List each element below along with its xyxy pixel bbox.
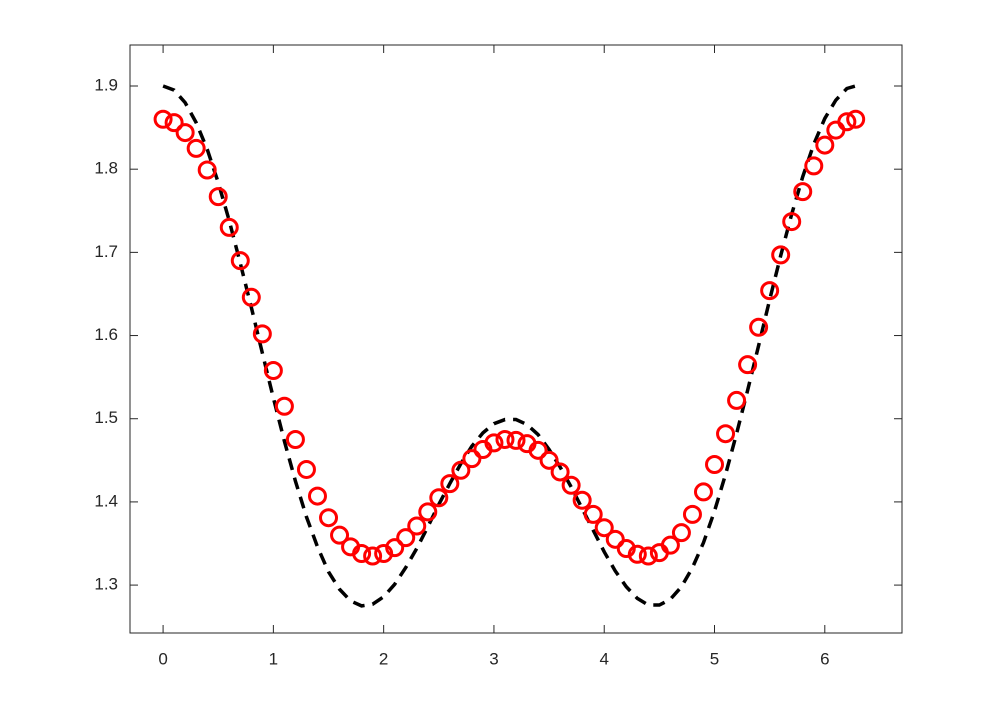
y-tick-label: 1.3 (94, 575, 118, 594)
circle-marker (528, 440, 548, 460)
circle-marker (738, 355, 758, 375)
x-tick-label: 5 (710, 649, 719, 668)
circle-marker (319, 508, 339, 528)
circle-marker (153, 109, 173, 129)
y-tick-label: 1.4 (94, 491, 118, 510)
circle-marker (561, 475, 581, 495)
circle-marker (846, 109, 866, 129)
circle-marker (197, 160, 217, 180)
circle-marker (506, 430, 526, 450)
circle-marker (451, 460, 471, 480)
dashed-line (162, 84, 857, 608)
circle-marker (782, 212, 802, 232)
circle-marker (330, 525, 350, 545)
circle-marker (760, 281, 780, 301)
circle-marker (164, 113, 184, 133)
circle-marker (716, 424, 736, 444)
circle-marker (594, 518, 614, 538)
circle-marker (396, 528, 416, 548)
circle-marker (440, 474, 460, 494)
y-tick-label: 1.5 (94, 408, 118, 427)
circle-marker (793, 182, 813, 202)
circle-marker (705, 454, 725, 474)
circle-marker (638, 546, 658, 566)
circle-marker (693, 482, 713, 502)
circle-marker (815, 135, 835, 155)
x-tick-label: 1 (269, 649, 278, 668)
x-tick-label: 6 (820, 649, 829, 668)
circle-marker (627, 544, 647, 564)
circle-marker (252, 324, 272, 344)
x-tick-label: 3 (489, 649, 498, 668)
circle-marker (671, 523, 691, 543)
circle-marker (462, 449, 482, 469)
circle-marker (230, 251, 250, 271)
circle-marker (263, 360, 283, 380)
circle-marker (429, 488, 449, 508)
circle-marker (407, 516, 427, 536)
circle-marker (837, 112, 857, 132)
circle-marker (660, 535, 680, 555)
circle-marker (296, 459, 316, 479)
x-tick-label: 0 (158, 649, 167, 668)
circle-marker (749, 317, 769, 337)
circle-marker (771, 245, 791, 265)
circle-marker (385, 538, 405, 558)
circle-marker (682, 504, 702, 524)
circle-marker (727, 390, 747, 410)
circle-marker (605, 529, 625, 549)
y-tick-label: 1.8 (94, 159, 118, 178)
circle-marker (418, 502, 438, 522)
circle-marker (352, 543, 372, 563)
circle-marker (175, 123, 195, 143)
circle-marker (219, 217, 239, 237)
circle-marker (804, 156, 824, 176)
circle-marker (583, 504, 603, 524)
y-tick-label: 1.6 (94, 325, 118, 344)
circle-marker (539, 450, 559, 470)
plot-area (129, 44, 903, 634)
circle-marker (241, 287, 261, 307)
circle-marker (285, 430, 305, 450)
circle-marker (484, 433, 504, 453)
x-tick-label: 2 (379, 649, 388, 668)
circle-marker (572, 490, 592, 510)
circle-marker (550, 462, 570, 482)
circle-marker (186, 138, 206, 158)
marker-series (153, 109, 866, 566)
y-tick-label: 1.7 (94, 242, 118, 261)
y-tick-label: 1.9 (94, 75, 118, 94)
circle-marker (495, 430, 515, 450)
circle-marker (208, 187, 228, 207)
circle-marker (363, 546, 383, 566)
circle-marker (307, 486, 327, 506)
x-tick-label: 4 (599, 649, 608, 668)
circle-marker (274, 396, 294, 416)
